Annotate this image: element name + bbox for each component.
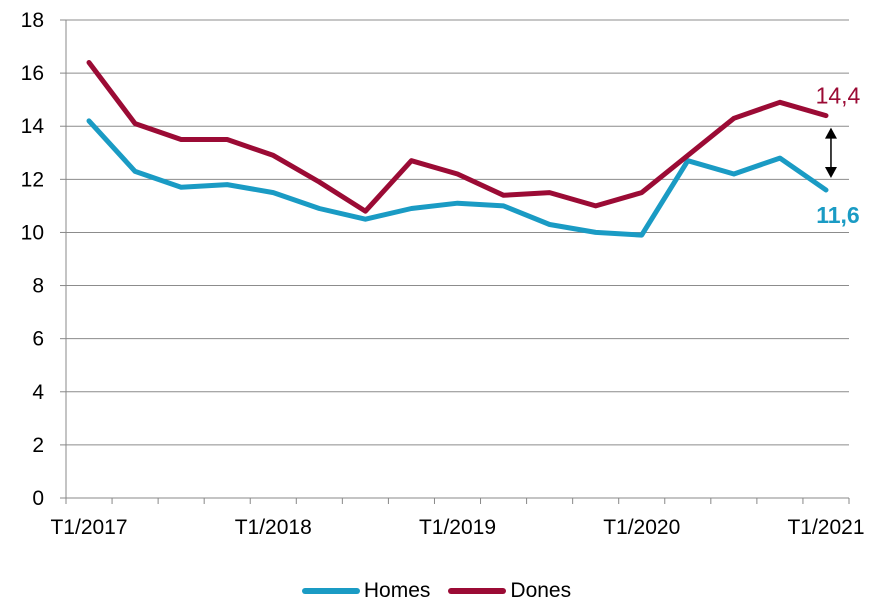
y-tick-label: 12: [21, 168, 44, 191]
y-tick-label: 16: [21, 62, 44, 85]
gap-arrow-head-up: [824, 127, 837, 139]
y-tick-labels: 0 2 4 6 8 10 12 14 16 18: [21, 9, 45, 510]
end-label-dones: 14,4: [816, 83, 861, 109]
legend-label-homes: Homes: [363, 579, 431, 602]
annotations: 14,4 11,6: [816, 83, 861, 228]
gap-arrow-head-down: [824, 166, 837, 178]
legend-item-dones: Dones: [448, 579, 571, 603]
legend-swatch-dones: [448, 588, 507, 594]
x-tick-label: T1/2017: [50, 516, 127, 539]
grid-lines: [60, 19, 850, 504]
y-tick-label: 14: [21, 115, 45, 138]
legend-label-dones: Dones: [510, 579, 572, 602]
end-label-homes: 11,6: [816, 202, 860, 228]
series-lines: [86, 60, 829, 238]
y-tick-label: 18: [21, 9, 44, 32]
x-tick-label: T1/2021: [787, 516, 864, 539]
series-line-dones: [86, 60, 829, 214]
y-tick-label: 0: [32, 487, 44, 510]
x-tick-label: T1/2018: [235, 516, 312, 539]
y-tick-label: 2: [32, 434, 44, 457]
y-tick-label: 10: [21, 221, 44, 244]
x-tick-label: T1/2020: [603, 516, 680, 539]
series-line-homes: [86, 118, 829, 238]
y-tick-label: 8: [32, 275, 44, 298]
x-tick-labels: T1/2017 T1/2018 T1/2019 T1/2020 T1/2021: [50, 516, 864, 539]
legend-item-homes: Homes: [301, 579, 431, 603]
y-tick-label: 4: [32, 381, 44, 404]
x-tick-label: T1/2019: [419, 516, 496, 539]
axes: [60, 20, 849, 504]
y-tick-label: 6: [32, 328, 44, 351]
legend: Homes Dones: [0, 578, 873, 604]
legend-swatch-homes: [301, 588, 360, 594]
